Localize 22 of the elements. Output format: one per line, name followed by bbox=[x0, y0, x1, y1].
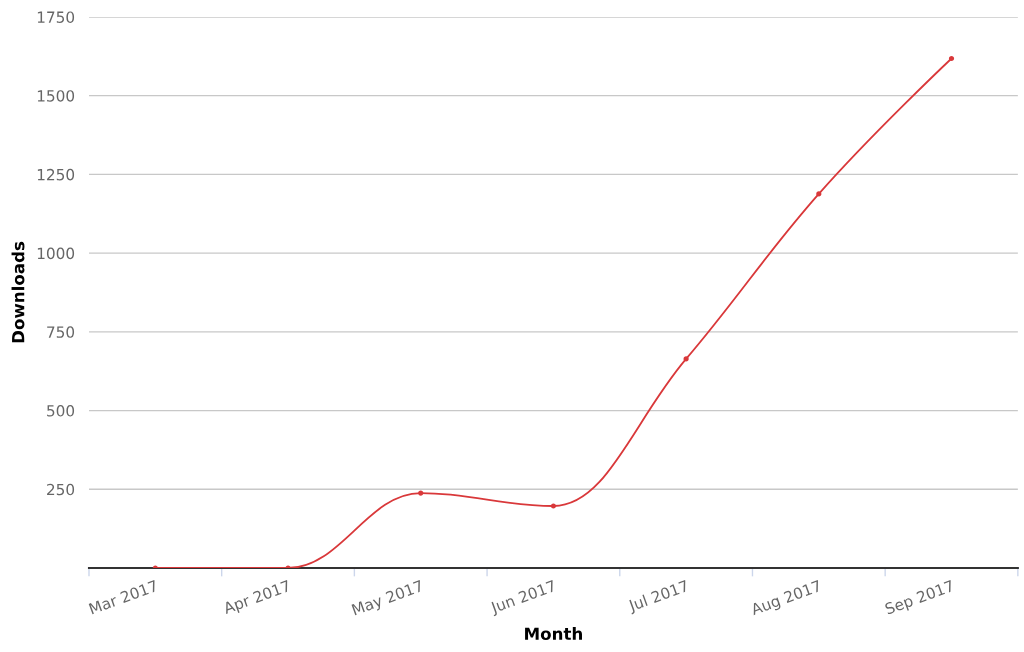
y-tick-label: 500 bbox=[47, 405, 75, 417]
y-tick-label: 750 bbox=[47, 326, 75, 338]
point bbox=[683, 356, 689, 362]
point bbox=[418, 490, 424, 496]
point bbox=[816, 191, 822, 197]
x-axis-title: Month bbox=[525, 627, 582, 641]
x-tick-label: Jun 2017 bbox=[489, 579, 558, 617]
point bbox=[550, 503, 557, 509]
point bbox=[948, 55, 955, 62]
y-tick-label: 1750 bbox=[37, 11, 75, 23]
y-tick-label: 1250 bbox=[37, 168, 75, 181]
x-tick-label: Apr 2017 bbox=[222, 579, 292, 617]
y-tick-label: 1500 bbox=[37, 90, 75, 102]
point bbox=[152, 565, 158, 569]
x-tick-label: Mar 2017 bbox=[88, 579, 159, 615]
y-axis-title: Downloads bbox=[11, 241, 25, 343]
x-tick-label: May 2017 bbox=[351, 579, 425, 619]
x-tick-label: Aug 2017 bbox=[749, 579, 823, 619]
x-tick-label: Jul 2017 bbox=[626, 579, 690, 615]
y-tick-label: 1000 bbox=[37, 247, 75, 260]
y-tick-label: 250 bbox=[47, 483, 75, 496]
x-tick-label: Sep 2017 bbox=[884, 579, 956, 618]
